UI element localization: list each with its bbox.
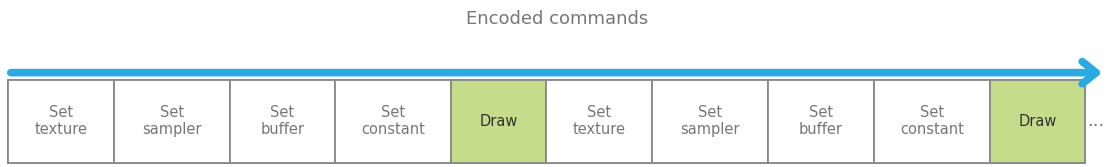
Bar (874, 79, 990, 163)
Bar (990, 79, 1085, 163)
Text: Set
buffer: Set buffer (799, 105, 843, 137)
Text: Set
constant: Set constant (361, 105, 425, 137)
Text: ...: ... (1087, 112, 1105, 130)
Bar (768, 79, 874, 163)
Bar (546, 79, 652, 163)
Text: Set
texture: Set texture (35, 105, 87, 137)
Text: Set
constant: Set constant (900, 105, 963, 137)
Bar (230, 79, 336, 163)
Text: Set
sampler: Set sampler (142, 105, 202, 137)
Bar (8, 79, 114, 163)
Text: Set
texture: Set texture (573, 105, 626, 137)
Text: Draw: Draw (479, 114, 518, 129)
Bar (8, 79, 1085, 163)
Text: Draw: Draw (1018, 114, 1057, 129)
Bar (114, 79, 230, 163)
Bar (336, 79, 452, 163)
Text: Set
sampler: Set sampler (680, 105, 740, 137)
Text: Encoded commands: Encoded commands (466, 10, 649, 28)
Bar (452, 79, 546, 163)
Text: Set
buffer: Set buffer (261, 105, 304, 137)
Bar (652, 79, 768, 163)
FancyArrowPatch shape (11, 61, 1096, 84)
